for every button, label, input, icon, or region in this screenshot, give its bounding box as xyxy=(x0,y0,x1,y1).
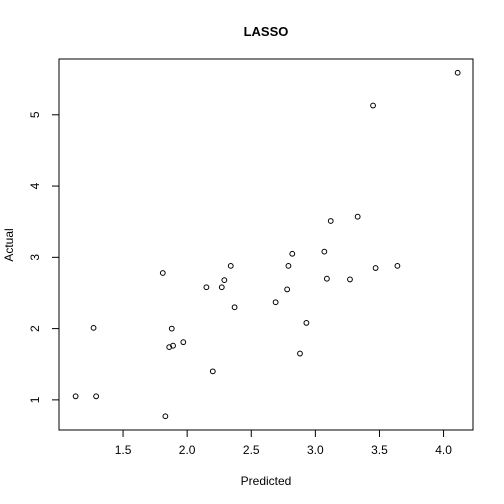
data-point xyxy=(170,342,176,349)
y-tick-label: 5 xyxy=(28,111,42,118)
data-point xyxy=(180,339,187,346)
data-point xyxy=(209,368,216,375)
data-point xyxy=(454,69,461,76)
data-point xyxy=(285,262,292,269)
y-tick-label: 3 xyxy=(28,254,42,261)
chart-title: LASSO xyxy=(244,24,289,39)
data-point xyxy=(231,304,238,311)
data-point xyxy=(327,218,334,224)
y-tick-label: 2 xyxy=(28,325,42,332)
data-point xyxy=(394,262,401,269)
data-point xyxy=(372,265,379,271)
y-tick-label: 4 xyxy=(28,182,42,189)
data-point xyxy=(272,299,279,306)
data-point xyxy=(90,324,97,331)
data-points xyxy=(72,69,461,420)
x-tick-label: 1.5 xyxy=(115,443,132,457)
x-tick-label: 2.0 xyxy=(179,443,196,457)
data-point xyxy=(227,262,234,269)
data-point xyxy=(72,393,79,400)
data-point xyxy=(284,286,291,293)
data-point xyxy=(168,325,175,332)
data-point xyxy=(221,277,228,284)
data-point xyxy=(93,393,100,400)
data-point xyxy=(203,284,210,291)
x-tick-label: 3.0 xyxy=(307,443,324,457)
data-point xyxy=(303,319,310,326)
data-point xyxy=(370,102,376,109)
data-point xyxy=(159,270,166,276)
data-point xyxy=(321,248,328,255)
data-point xyxy=(162,413,169,420)
data-point xyxy=(297,350,303,357)
x-axis-title: Predicted xyxy=(241,474,292,488)
x-tick-label: 4.0 xyxy=(435,443,452,457)
data-point xyxy=(289,250,296,257)
y-axis-title: Actual xyxy=(2,228,16,261)
data-point xyxy=(218,284,225,291)
y-axis: 1 2 3 4 5 xyxy=(28,111,60,403)
plot-frame xyxy=(58,58,474,431)
x-axis: 1.5 2.0 2.5 3.0 3.5 4.0 xyxy=(115,429,452,457)
y-tick-label: 1 xyxy=(28,396,42,403)
data-point xyxy=(347,276,353,283)
data-point xyxy=(354,213,361,220)
x-tick-label: 3.5 xyxy=(371,443,388,457)
x-tick-label: 2.5 xyxy=(243,443,260,457)
data-point xyxy=(323,275,330,282)
